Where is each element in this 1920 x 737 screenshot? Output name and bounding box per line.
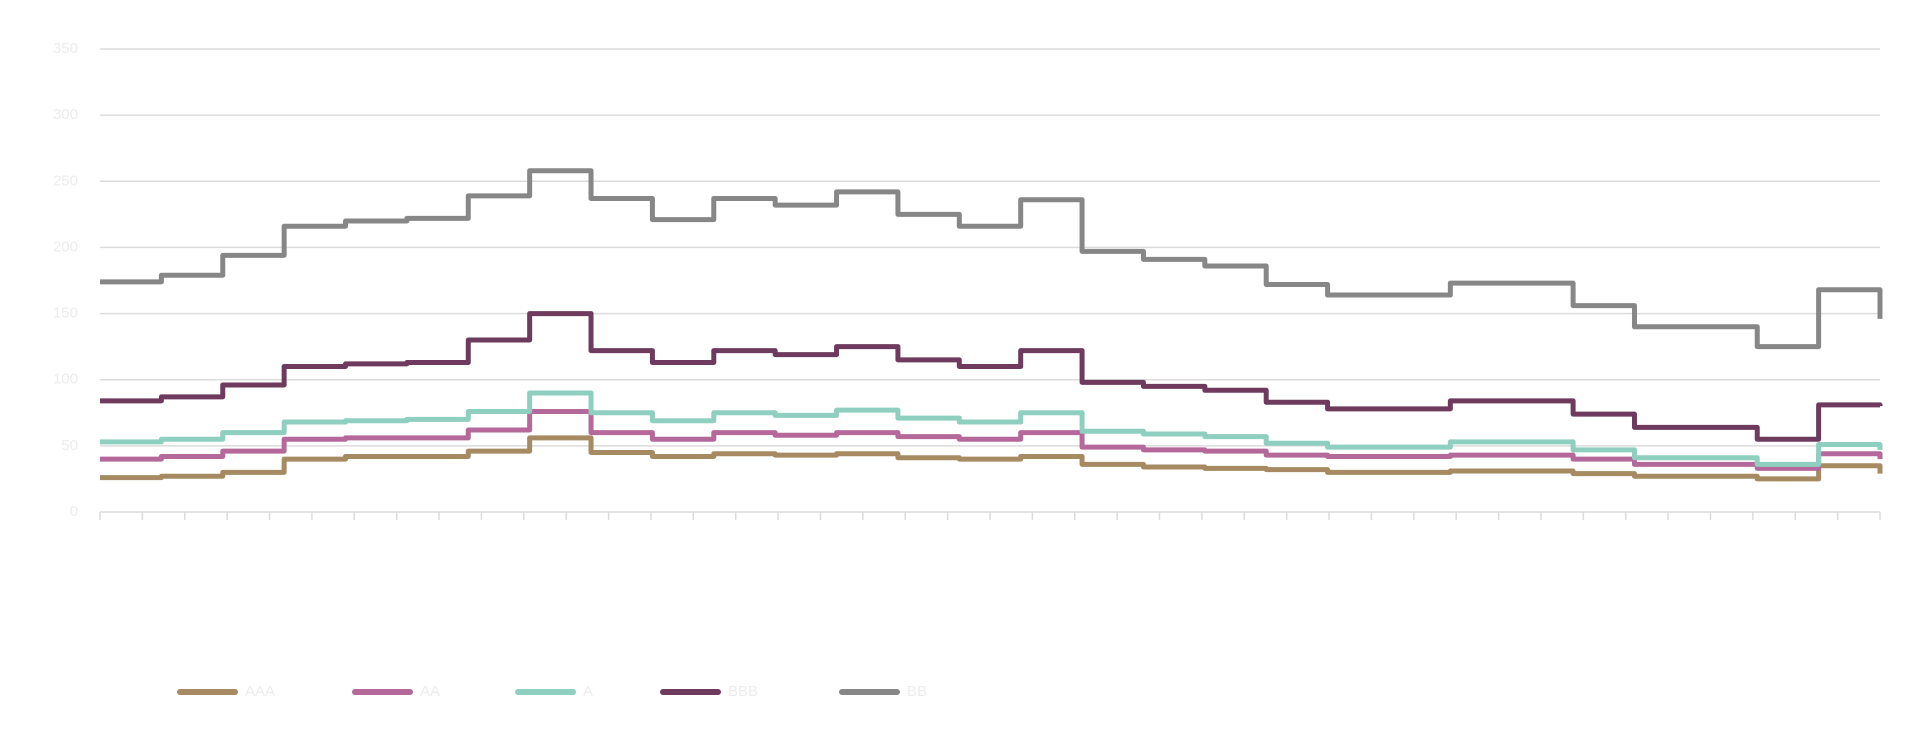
series-line xyxy=(100,168,1883,350)
y-tick-label: 50 xyxy=(61,437,78,454)
series-line xyxy=(100,390,1883,467)
series-line xyxy=(100,408,1883,471)
legend-label: AAA xyxy=(245,683,275,700)
legend-label: AA xyxy=(420,683,440,700)
y-tick-label: 0 xyxy=(70,503,78,520)
y-tick-label: 300 xyxy=(53,106,78,123)
legend-label: BBB xyxy=(728,683,758,700)
y-tick-label: 150 xyxy=(53,305,78,322)
y-tick-label: 100 xyxy=(53,371,78,388)
series-line xyxy=(100,435,1883,482)
y-tick-label: 350 xyxy=(53,40,78,57)
series-line xyxy=(100,311,1883,442)
legend-label: BB xyxy=(907,683,927,700)
y-tick-label: 200 xyxy=(53,238,78,255)
legend-label: A xyxy=(583,683,593,700)
y-tick-label: 250 xyxy=(53,172,78,189)
